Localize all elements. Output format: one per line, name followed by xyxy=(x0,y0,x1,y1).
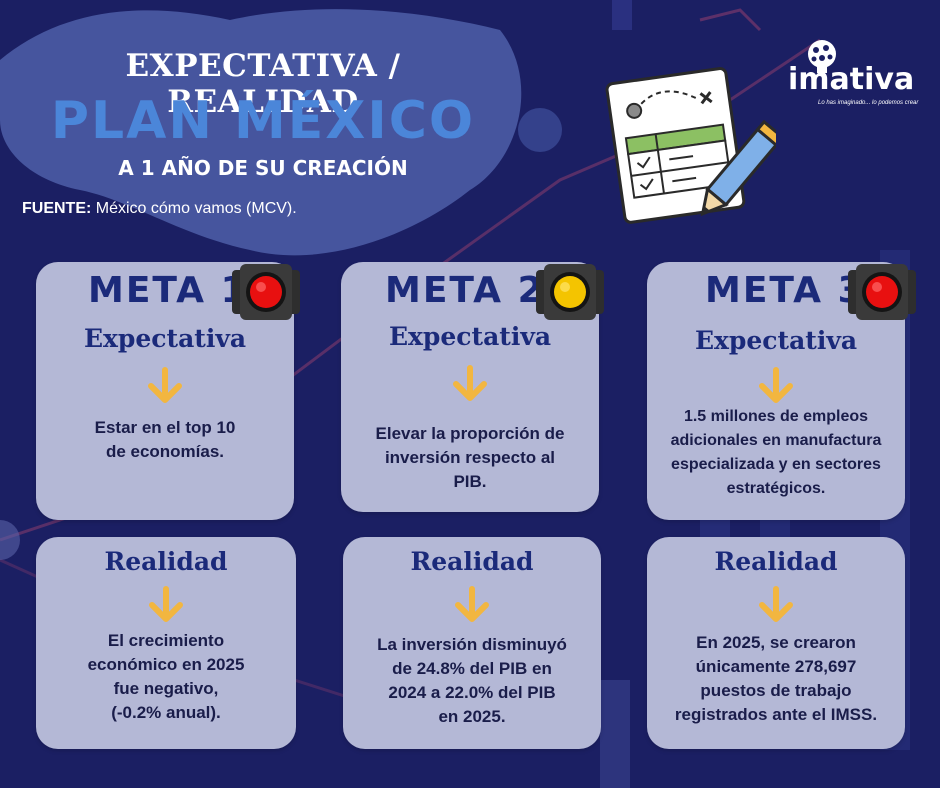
arrow-down-icon xyxy=(759,586,793,622)
goal-1-expectation-label: Expectativa xyxy=(83,324,247,353)
traffic-light-red-icon xyxy=(232,264,300,320)
goal-2-title: META 2 xyxy=(385,270,545,311)
goal-2-reality-label: Realidad xyxy=(410,547,534,576)
goal-3-reality-card: Realidad En 2025, se crearon únicamente … xyxy=(647,537,905,749)
arrow-down-icon xyxy=(149,586,183,622)
goal-3-reality-label: Realidad xyxy=(714,547,838,576)
goal-1-title: META 1 xyxy=(88,270,248,311)
traffic-light-yellow-icon xyxy=(536,264,604,320)
goal-3-title: META 3 xyxy=(705,270,865,311)
logo-name: imativa xyxy=(788,62,915,97)
goal-2-reality-card: Realidad La inversión disminuyó de 24.8%… xyxy=(343,537,601,749)
goal-1-reality-card: Realidad El crecimiento económico en 202… xyxy=(36,537,296,749)
goal-3-expectation-text: 1.5 millones de empleos adicionales en m… xyxy=(670,408,882,497)
goal-2-reality-text: La inversión disminuyó de 24.8% del PIB … xyxy=(377,635,567,726)
source-label: FUENTE: xyxy=(22,200,92,217)
goal-2-expectation-text: Elevar la proporción de inversión respec… xyxy=(375,424,565,491)
source-line: FUENTE: México cómo vamos (MCV). xyxy=(22,200,297,218)
plan-sheet-pencil-icon xyxy=(605,67,776,224)
goal-1-expectation-text: Estar en el top 10 de economías. xyxy=(94,418,236,461)
goal-3-reality-text: En 2025, se crearon únicamente 278,697 p… xyxy=(674,633,878,724)
lightbulb-logo-icon xyxy=(808,40,836,73)
title-top: EXPECTATIVA / REALIDAD xyxy=(125,48,401,120)
goal-2-expectation-label: Expectativa xyxy=(388,322,552,351)
arrow-down-icon xyxy=(759,367,793,403)
header: EXPECTATIVA / REALIDAD PLAN MÉXICO A 1 A… xyxy=(0,0,940,250)
logo-tagline: Lo has imaginado... lo podemos crear xyxy=(818,100,919,106)
arrow-down-icon xyxy=(455,586,489,622)
arrow-down-icon xyxy=(148,367,182,403)
title-main: PLAN MÉXICO xyxy=(50,91,476,151)
goal-3-expectation-label: Expectativa xyxy=(694,326,858,355)
goal-1-reality-label: Realidad xyxy=(104,547,228,576)
goal-2-expectation-card: Expectativa Elevar la proporción de inve… xyxy=(341,262,599,512)
subtitle: A 1 AÑO DE SU CREACIÓN xyxy=(118,156,408,180)
traffic-light-red-icon xyxy=(848,264,916,320)
source-value: México cómo vamos (MCV). xyxy=(91,200,297,217)
arrow-down-icon xyxy=(453,365,487,401)
goal-1-reality-text: El crecimiento económico en 2025 fue neg… xyxy=(87,631,245,722)
